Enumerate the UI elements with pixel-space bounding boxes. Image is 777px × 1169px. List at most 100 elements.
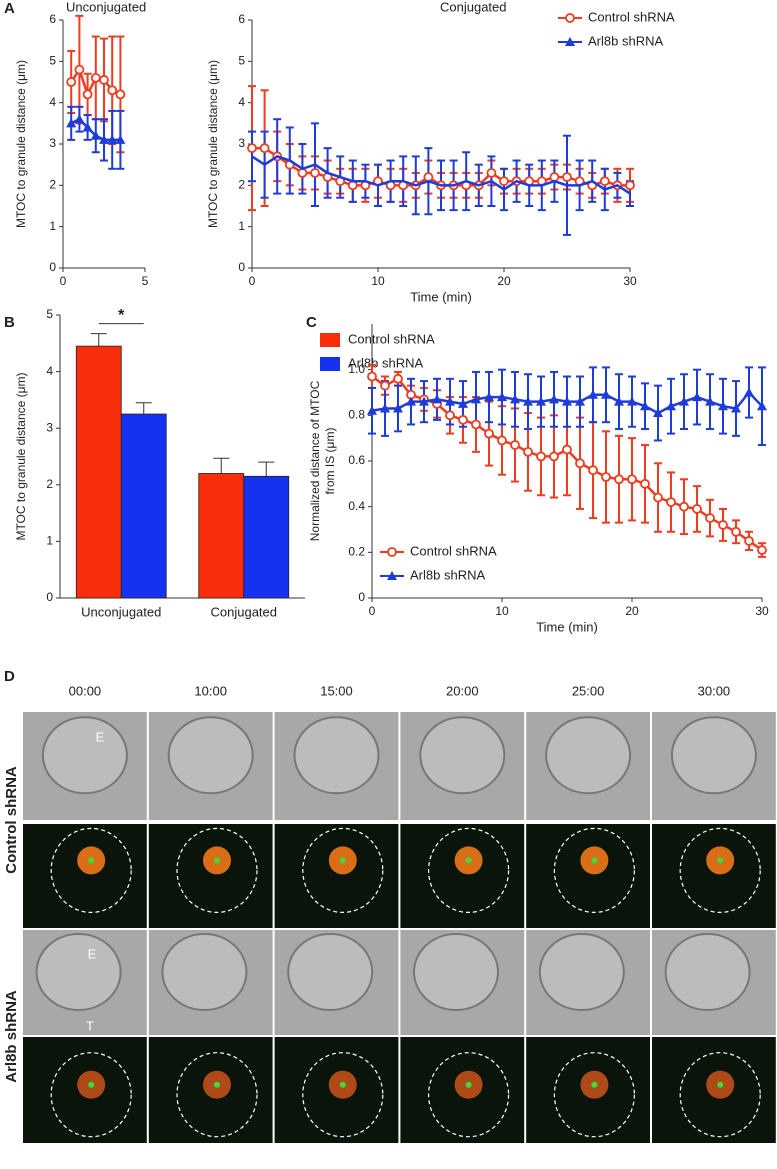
cell-outline (670, 716, 757, 795)
marker (640, 478, 650, 489)
cell-boundary (427, 1052, 510, 1138)
mtoc (213, 1081, 220, 1088)
legend-label: Control shRNA (410, 543, 497, 558)
marker (614, 474, 624, 485)
y-tick-label: 1 (49, 219, 56, 233)
mtoc (591, 1081, 598, 1088)
marker (705, 396, 715, 406)
x-axis-label: Time (min) (536, 619, 598, 634)
cell-boundary (427, 827, 510, 914)
mtoc (465, 1081, 472, 1088)
y-tick-label: 2 (46, 477, 53, 491)
marker (74, 64, 85, 75)
marker (744, 387, 754, 397)
mtoc (717, 857, 724, 864)
legend-marker (387, 547, 397, 557)
legend-marker (387, 571, 397, 580)
marker (458, 398, 468, 408)
marker (653, 408, 663, 418)
y-tick-label: 0.4 (348, 499, 365, 513)
marker (549, 172, 560, 182)
y-tick-label: 6 (238, 12, 245, 26)
marker (562, 444, 572, 455)
y-tick-label: 0.2 (348, 545, 365, 559)
time-label: 30:00 (698, 683, 731, 698)
marker (107, 85, 118, 96)
cell-outline (161, 933, 248, 1011)
marker (627, 474, 637, 485)
cell-annotation: E (88, 946, 97, 961)
cell-outline (538, 933, 625, 1011)
cell-outline (293, 716, 380, 795)
y-tick-label: 4 (238, 95, 245, 109)
y-tick-label: 0.8 (348, 408, 365, 422)
marker (107, 134, 118, 144)
mtoc (717, 1081, 724, 1088)
marker (497, 435, 507, 446)
marker (562, 396, 572, 406)
marker (601, 472, 611, 482)
y-tick-label: 2 (49, 178, 56, 192)
cell-boundary (176, 1052, 258, 1138)
cell-boundary (302, 1052, 384, 1138)
y-tick-label: 5 (238, 54, 245, 68)
marker (588, 465, 598, 476)
marker (575, 458, 585, 469)
chart-title: Conjugated (440, 0, 507, 14)
marker (718, 520, 728, 530)
marker (614, 396, 624, 406)
legend-swatch (320, 333, 340, 347)
x-tick-label: 5 (142, 274, 149, 288)
fluorescence-image (400, 824, 525, 928)
marker (666, 401, 676, 411)
marker (90, 130, 101, 140)
mtoc (88, 1081, 95, 1088)
x-tick-label: 10 (495, 604, 509, 618)
cell-outline (167, 716, 254, 795)
cell-outline (35, 933, 122, 1011)
marker (393, 373, 403, 384)
y-tick-label: 3 (238, 136, 245, 150)
cell-outline (664, 933, 751, 1011)
x-tick-label: 10 (371, 274, 385, 288)
legend-swatch (320, 357, 340, 371)
x-tick-label: 30 (755, 604, 769, 618)
mtoc (465, 857, 472, 864)
marker (679, 396, 689, 406)
x-tick-label: Unconjugated (81, 604, 161, 619)
bar (198, 473, 245, 599)
x-axis-label: Time (min) (410, 289, 472, 304)
marker (259, 143, 270, 154)
mtoc (591, 857, 598, 864)
legend-label: Arl8b shRNA (348, 355, 423, 370)
y-tick-label: 6 (49, 12, 56, 26)
bar (120, 413, 167, 599)
y-tick-label: 4 (46, 364, 53, 378)
x-tick-label: 30 (623, 274, 637, 288)
y-tick-label: 0 (238, 260, 245, 274)
y-axis-label: MTOC to granule distance (μm) (14, 60, 28, 228)
panel-label: B (4, 314, 15, 331)
y-tick-label: 0 (49, 260, 56, 274)
marker (731, 403, 741, 413)
cell-outline (41, 716, 128, 795)
legend-marker (565, 37, 575, 46)
marker (471, 394, 481, 404)
marker (536, 451, 546, 462)
marker (627, 396, 637, 406)
cell-boundary (176, 827, 258, 914)
marker (486, 168, 497, 178)
cell-boundary (553, 1052, 635, 1138)
fluorescence-image (23, 824, 147, 928)
marker (445, 396, 455, 406)
legend-marker (565, 13, 575, 23)
marker (499, 176, 509, 187)
mtoc (339, 857, 346, 864)
y-tick-label: 0 (358, 590, 365, 604)
y-tick-label: 5 (49, 54, 56, 68)
marker (432, 394, 442, 404)
bar (243, 475, 290, 599)
cell-boundary (50, 827, 132, 914)
cell-annotation: E (96, 729, 105, 744)
